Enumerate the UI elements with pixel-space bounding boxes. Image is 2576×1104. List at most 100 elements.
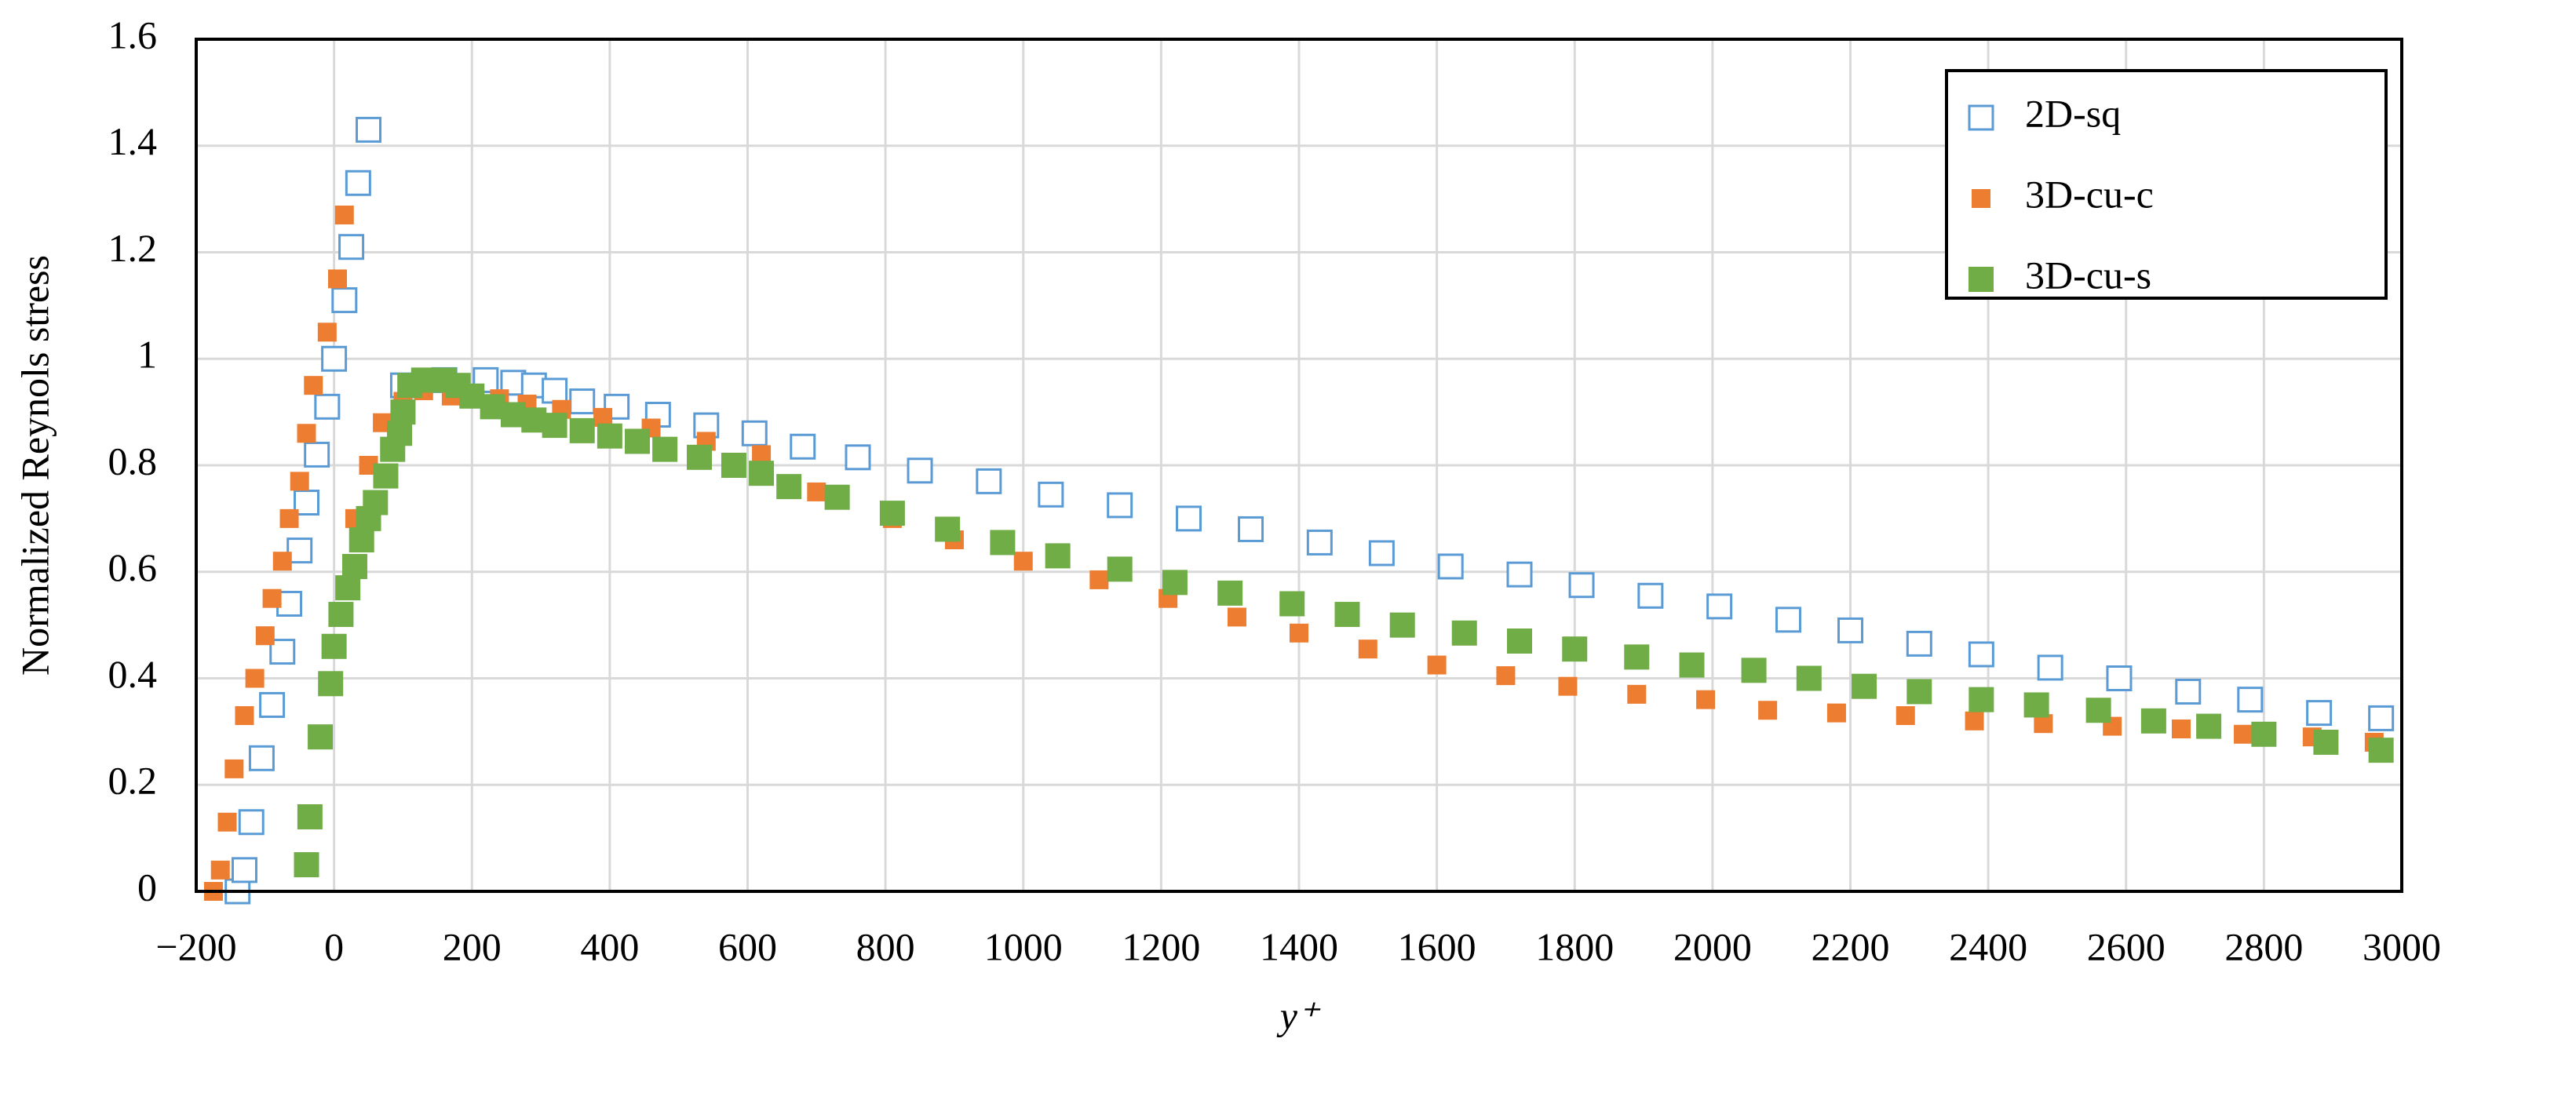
- scatter-point: [1696, 690, 1716, 709]
- scatter-point: [2237, 687, 2264, 713]
- scatter-point: [308, 724, 334, 750]
- scatter-point: [304, 441, 330, 468]
- scatter-point: [272, 552, 292, 571]
- scatter-point: [1968, 641, 1994, 668]
- scatter-point: [2306, 700, 2333, 727]
- x-tick-label: 2200: [1812, 924, 1890, 968]
- scatter-point: [210, 860, 230, 880]
- y-axis-label: Normalized Reynols stress: [13, 255, 57, 676]
- y-tick-label: 1: [137, 333, 157, 377]
- scatter-point: [1238, 516, 1264, 542]
- scatter-point: [248, 745, 275, 771]
- scatter-point: [2172, 719, 2191, 738]
- scatter-point: [297, 803, 323, 829]
- x-tick-label: 2000: [1673, 924, 1752, 968]
- scatter-point: [542, 377, 568, 404]
- scatter-point: [314, 393, 341, 420]
- scatter-point: [879, 501, 905, 526]
- scatter-point: [2037, 654, 2063, 681]
- y-tick-label: 0.6: [108, 545, 158, 589]
- y-tick-label: 1.2: [108, 226, 158, 270]
- scatter-point: [652, 436, 678, 462]
- x-tick-label: 800: [856, 924, 915, 968]
- scatter-point: [1627, 684, 1647, 704]
- scatter-point: [790, 433, 816, 460]
- scatter-point: [990, 530, 1016, 556]
- scatter-point: [356, 116, 382, 143]
- scatter-point: [687, 444, 713, 470]
- scatter-point: [1290, 623, 1308, 643]
- scatter-point: [231, 857, 257, 884]
- x-tick-label: 0: [324, 924, 344, 968]
- scatter-point: [1279, 591, 1305, 617]
- scatter-point: [387, 421, 413, 446]
- scatter-point: [286, 537, 313, 564]
- scatter-point: [935, 516, 961, 542]
- scatter-point: [1906, 630, 1932, 657]
- scatter-point: [262, 588, 282, 608]
- scatter-point: [235, 706, 254, 726]
- scatter-point: [1826, 703, 1846, 723]
- legend-label: 2D-sq: [2025, 91, 2121, 135]
- scatter-point: [976, 468, 1002, 494]
- plot-frame: [195, 38, 2403, 893]
- scatter-point: [1706, 593, 1733, 620]
- scatter-point: [1968, 687, 1994, 712]
- scatter-point: [2368, 705, 2395, 731]
- y-tick-label: 0.2: [108, 759, 158, 803]
- scatter-point: [1389, 612, 1415, 638]
- scatter-point: [321, 345, 348, 372]
- scatter-point: [1906, 679, 1932, 705]
- x-tick-label: 2800: [2224, 924, 2303, 968]
- scatter-point: [1558, 676, 1578, 696]
- scatter-point: [1624, 644, 1650, 670]
- scatter-point: [294, 852, 319, 878]
- x-tick-label: 200: [443, 924, 502, 968]
- scatter-point: [224, 759, 244, 778]
- scatter-point: [597, 423, 622, 449]
- y-tick-label: 1.4: [108, 119, 158, 163]
- legend-marker: [1972, 189, 1990, 208]
- x-tick-label: 2600: [2087, 924, 2166, 968]
- scatter-point: [335, 575, 361, 601]
- legend-marker: [1968, 104, 1994, 131]
- scatter-point: [1496, 666, 1516, 686]
- x-tick-label: 400: [580, 924, 639, 968]
- scatter-point: [318, 671, 344, 697]
- scatter-point: [741, 420, 768, 446]
- scatter-point: [2175, 678, 2202, 705]
- scatter-point: [331, 287, 358, 314]
- scatter-point: [625, 428, 650, 454]
- x-tick-label: 1800: [1535, 924, 1614, 968]
- scatter-point: [1107, 556, 1133, 582]
- grid: [195, 38, 2403, 893]
- scatter-point: [2368, 738, 2394, 763]
- scatter-point: [297, 424, 316, 443]
- scatter-point: [294, 490, 319, 516]
- x-tick-label: 1600: [1398, 924, 1476, 968]
- scatter-point: [1852, 673, 1877, 699]
- scatter-point: [2313, 729, 2339, 755]
- scatter-point: [290, 472, 309, 491]
- scatter-point: [2140, 708, 2166, 734]
- scatter-point: [338, 234, 365, 261]
- scatter-point: [238, 809, 265, 836]
- scatter-point: [845, 444, 871, 471]
- y-tick-label: 0.8: [108, 439, 158, 483]
- legend-label: 3D-cu-c: [2025, 172, 2154, 216]
- x-tick-label: 1000: [984, 924, 1063, 968]
- scatter-point: [363, 490, 389, 516]
- scatter-point: [373, 463, 399, 489]
- scatter-point: [1837, 617, 1863, 643]
- scatter-point: [776, 474, 802, 500]
- scatter-point: [328, 602, 354, 628]
- scatter-point: [2085, 698, 2111, 723]
- scatter-point: [259, 691, 286, 718]
- scatter-point: [2251, 721, 2277, 747]
- scatter-point: [1334, 602, 1360, 628]
- scatter-point: [1758, 701, 1778, 720]
- scatter-point: [1176, 505, 1202, 532]
- x-tick-label: −200: [155, 924, 236, 968]
- x-tick-label: 1400: [1260, 924, 1338, 968]
